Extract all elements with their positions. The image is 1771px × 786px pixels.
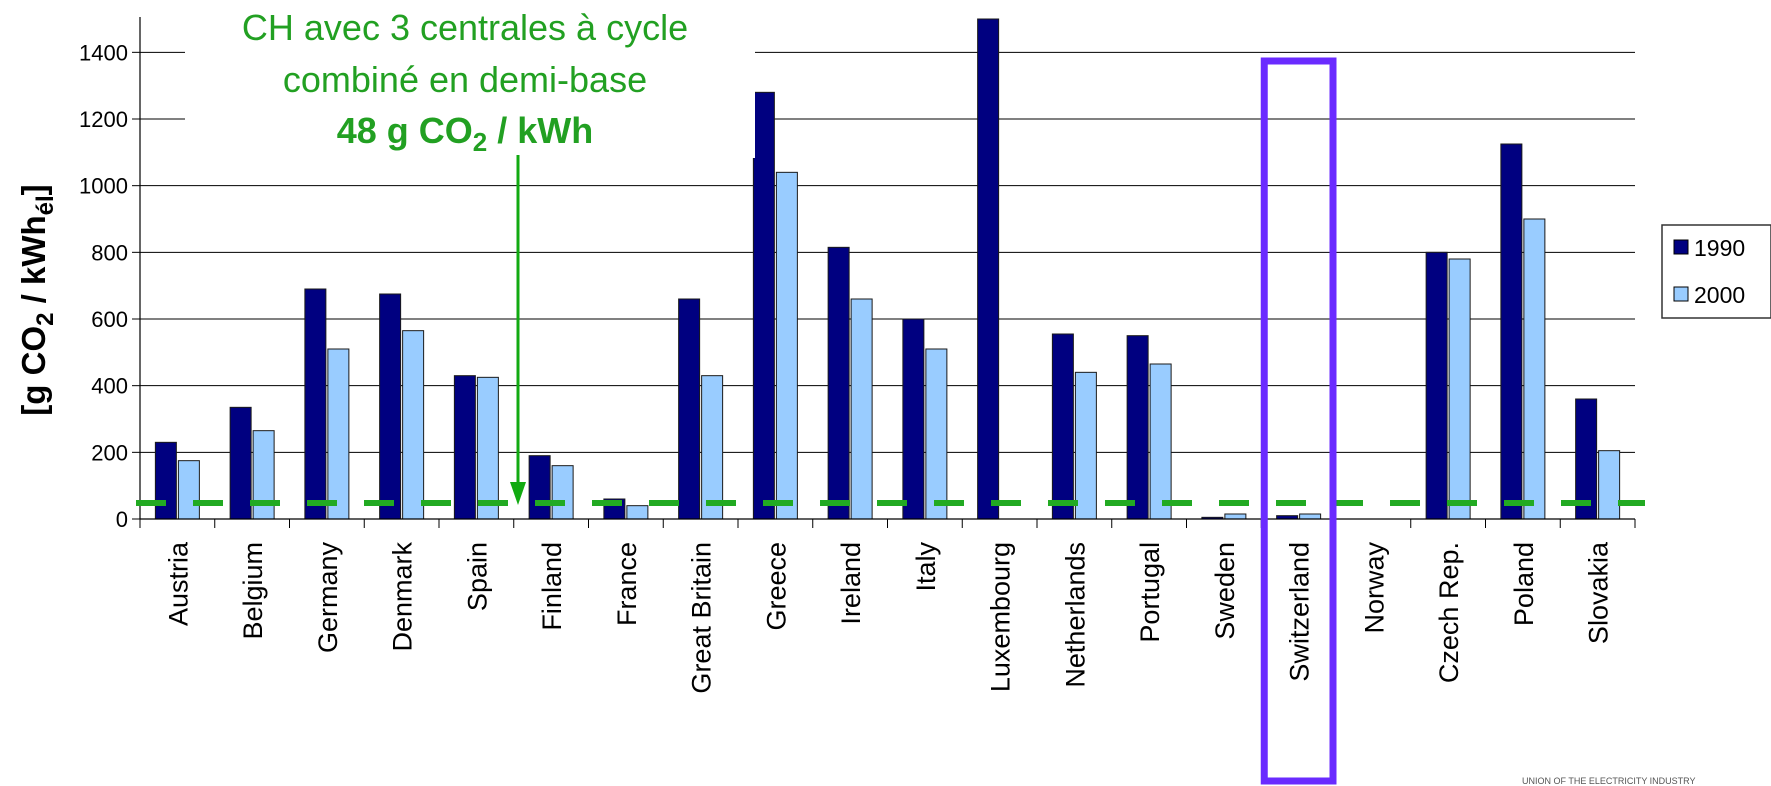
x-tick-label: Denmark: [388, 542, 418, 652]
bar-1990-finland: [528, 455, 551, 520]
x-tick-label: Slovakia: [1584, 541, 1614, 644]
bar-2000-portugal: [1149, 363, 1172, 520]
footer-logo-text: UNION OF THE ELECTRICITY INDUSTRY: [1522, 776, 1696, 786]
bar-2000-switzerland: [1299, 513, 1322, 520]
x-tick-label: Switzerland: [1285, 542, 1315, 682]
bar-2000-denmark: [402, 330, 425, 520]
legend: 1990 2000: [1661, 224, 1771, 319]
y-axis-label: [g CO2 / kWhél]: [15, 184, 59, 415]
bar-1990-greece: [752, 91, 775, 520]
bar-1990-great-britain: [678, 298, 701, 520]
bar-1990-portugal: [1126, 335, 1149, 520]
bar-1990-spain: [453, 375, 476, 520]
bar-2000-slovakia: [1598, 450, 1621, 520]
bar-2000-czech-rep-: [1448, 258, 1471, 520]
bar-2000-sweden: [1224, 513, 1247, 520]
bar-1990-denmark: [379, 293, 402, 520]
y-tick-label: 0: [116, 507, 128, 532]
x-tick-label: Greece: [761, 542, 791, 631]
bar-1990-germany: [304, 288, 327, 520]
bar-1990-luxembourg: [977, 18, 1000, 520]
bar-1990-ireland: [827, 246, 850, 520]
x-tick-label: Poland: [1509, 542, 1539, 626]
y-tick-label: 1400: [79, 40, 128, 65]
bar-2000-poland: [1523, 218, 1546, 520]
x-tick-label: Italy: [911, 542, 941, 592]
x-tick-label: Netherlands: [1060, 542, 1090, 688]
legend-swatch-1990: [1673, 239, 1689, 255]
x-tick-label: Belgium: [238, 542, 268, 640]
annotation-line-1: CH avec 3 centrales à cycle: [242, 7, 688, 48]
x-tick-label: Germany: [313, 542, 343, 654]
y-tick-label: 200: [91, 440, 128, 465]
bar-2000-greece: [775, 171, 798, 520]
x-tick-label: Ireland: [836, 542, 866, 625]
bar-1990-netherlands: [1051, 333, 1074, 520]
bar-1990-austria: [154, 441, 177, 520]
y-tick-label: 1200: [79, 107, 128, 132]
x-tick-label: Luxembourg: [986, 542, 1016, 692]
x-tick-label: Austria: [163, 541, 193, 626]
bar-2000-ireland: [850, 298, 873, 520]
x-tick-label: Czech Rep.: [1434, 542, 1464, 683]
annotation-value: 48 g CO2 / kWh: [337, 110, 594, 157]
y-tick-labels: 0 200 400 600 800 1000 1200 1400: [79, 40, 128, 532]
bar-2000-finland: [551, 465, 574, 520]
annotation-arrow-head: [510, 482, 526, 505]
bar-1990-poland: [1500, 143, 1523, 520]
x-tick-label: Great Britain: [687, 542, 717, 694]
x-tick-label: Norway: [1359, 542, 1389, 634]
y-tick-label: 400: [91, 374, 128, 399]
bar-2000-netherlands: [1074, 371, 1097, 520]
legend-swatch-2000: [1673, 286, 1689, 302]
bars: [154, 18, 1621, 520]
bar-2000-spain: [476, 376, 499, 520]
x-tick-label: Portugal: [1135, 542, 1165, 643]
bar-2000-germany: [327, 348, 350, 520]
switzerland-highlight-box: [1260, 57, 1337, 785]
annotation-line-2: combiné en demi-base: [283, 59, 647, 100]
y-tick-label: 1000: [79, 174, 128, 199]
y-tick-label: 800: [91, 240, 128, 265]
x-tick-label: Sweden: [1210, 542, 1240, 640]
annotation-background: [185, 0, 755, 158]
bar-1990-czech-rep-: [1425, 251, 1448, 520]
x-tick-label: France: [612, 542, 642, 626]
y-tick-label: 600: [91, 307, 128, 332]
x-tick-label: Spain: [462, 542, 492, 611]
bar-2000-france: [626, 505, 649, 520]
bar-2000-italy: [925, 348, 948, 520]
bar-2000-great-britain: [701, 375, 724, 520]
bar-2000-austria: [177, 460, 200, 520]
category-labels: Austria Belgium Germany Denmark Spain Finland…: [163, 541, 1613, 694]
x-tick-label: Finland: [537, 542, 567, 631]
bar-1990-italy: [902, 318, 925, 520]
legend-label-2000: 2000: [1694, 282, 1745, 308]
bar-1990-belgium: [229, 406, 252, 520]
legend-label-1990: 1990: [1694, 235, 1745, 261]
